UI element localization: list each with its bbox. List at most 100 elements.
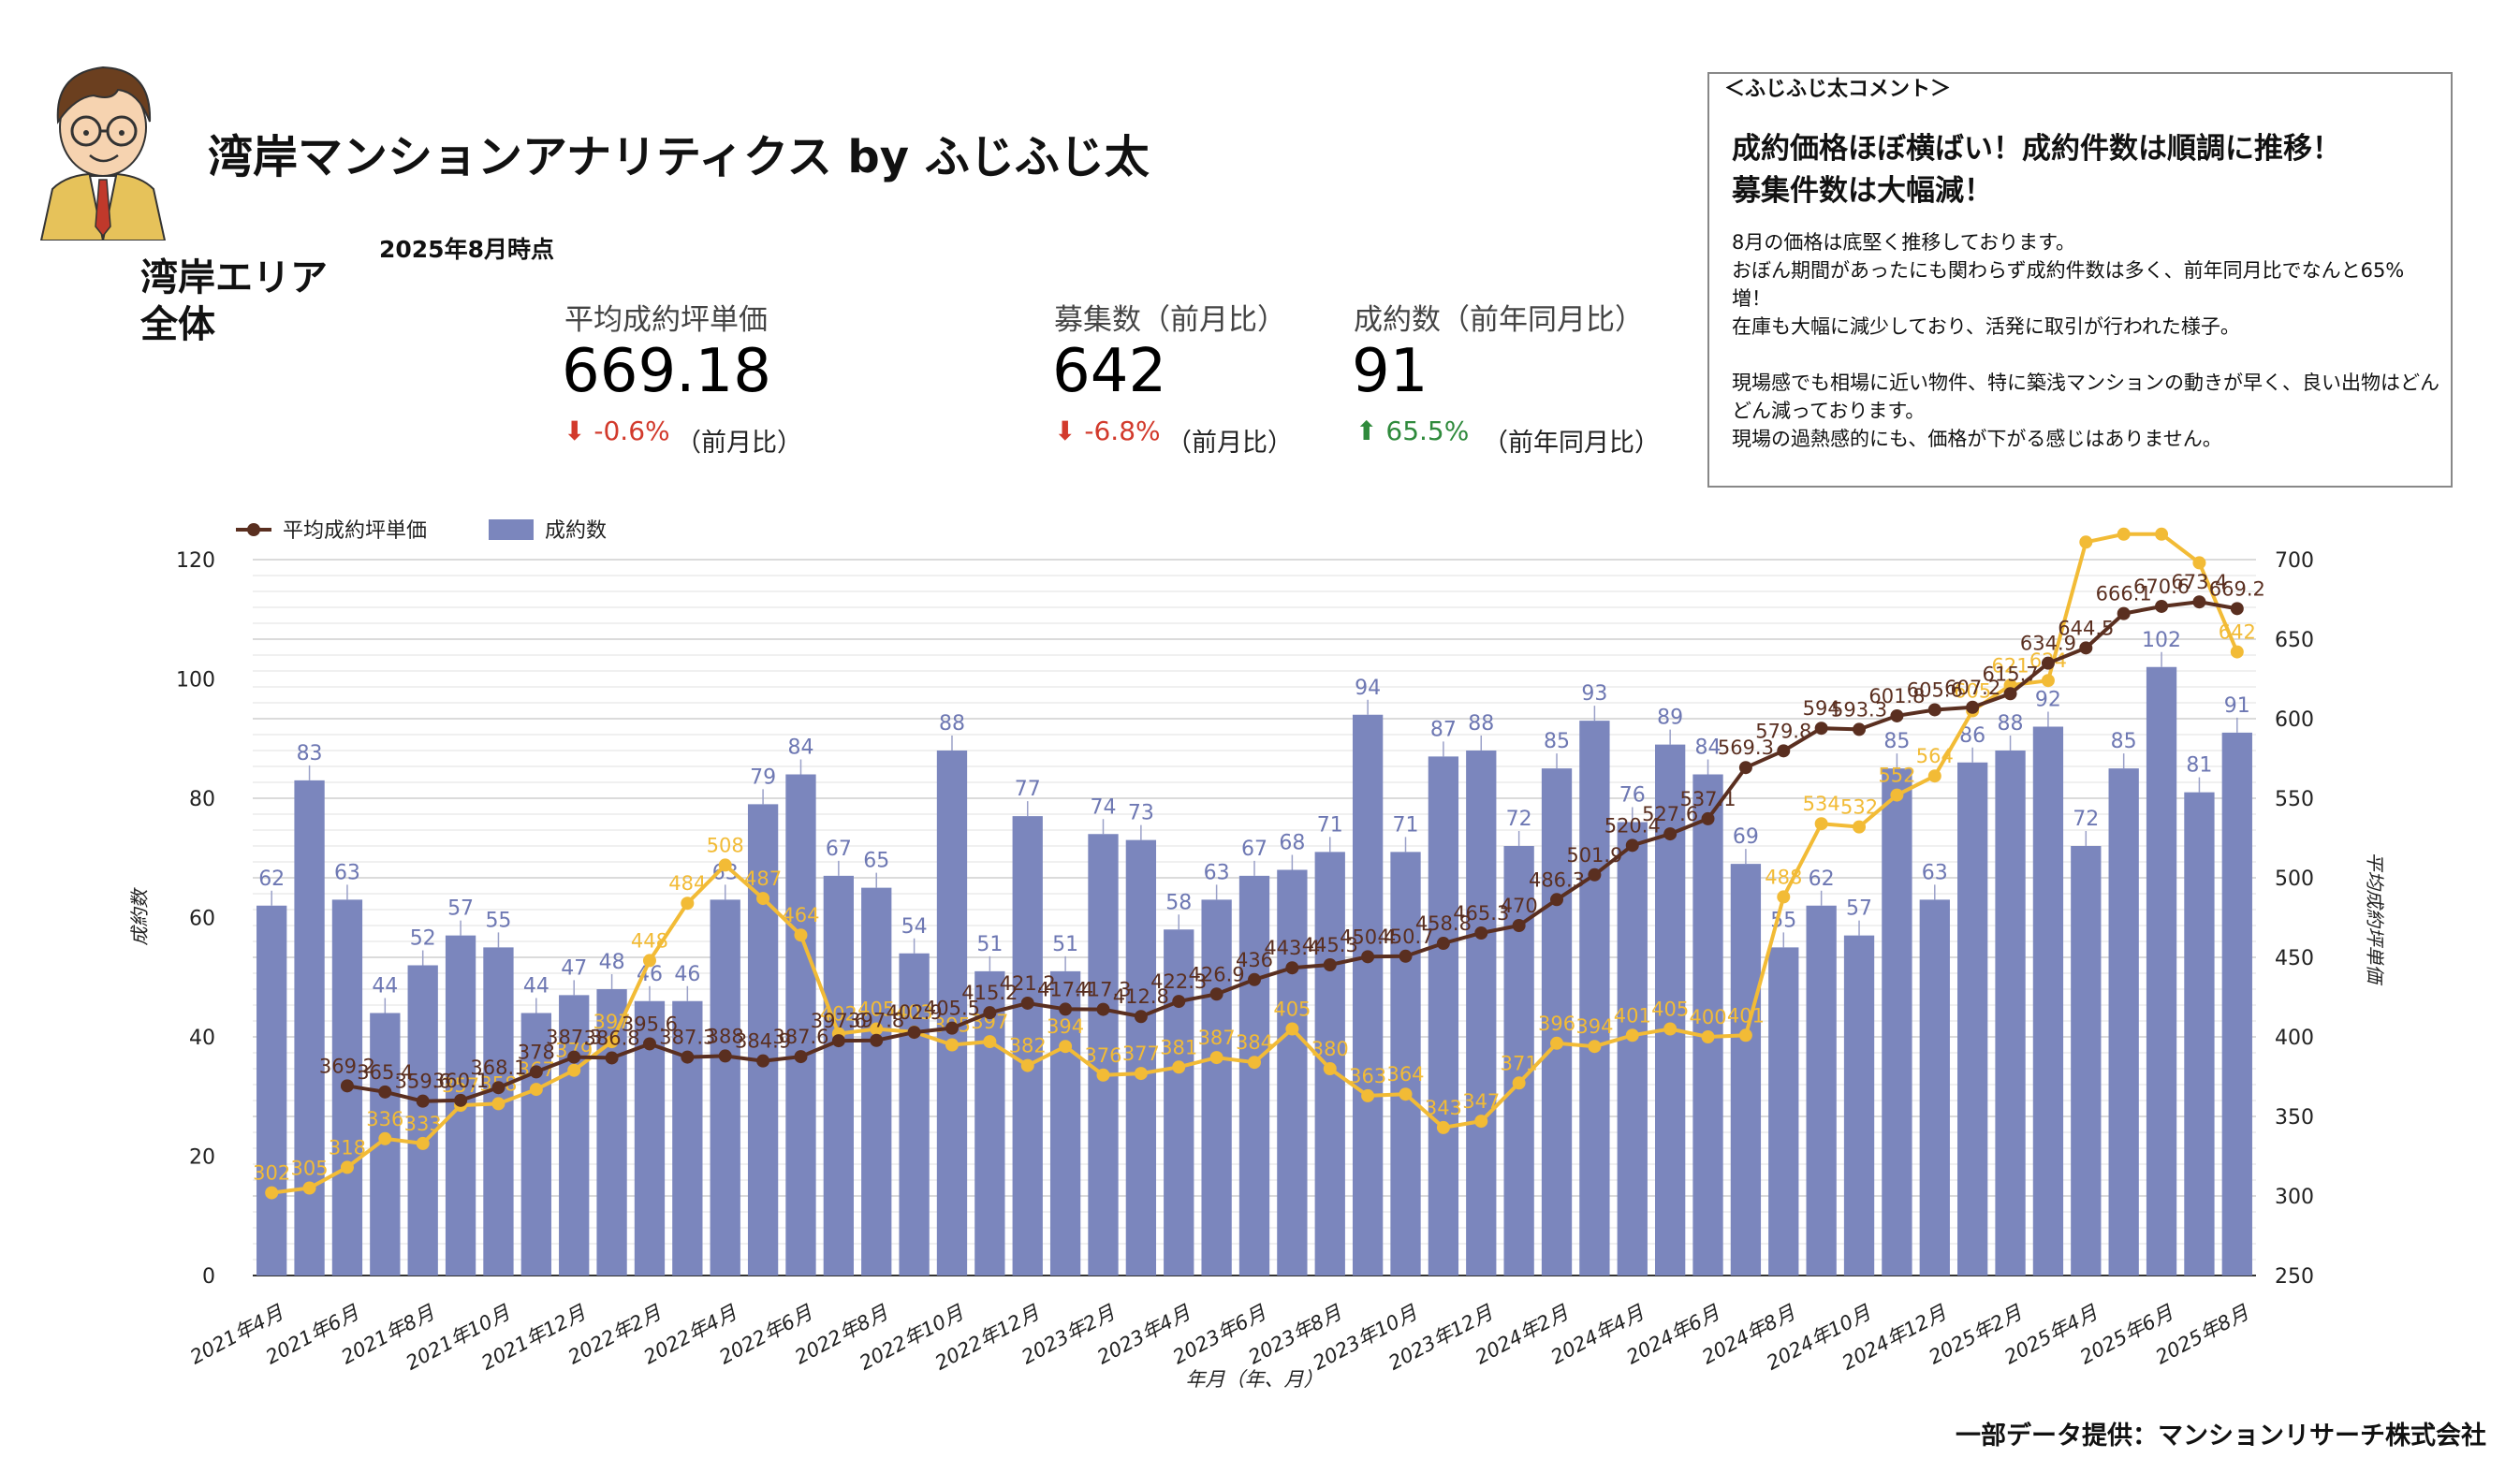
listing-data-label: 357 [442, 1074, 479, 1097]
bar [559, 995, 590, 1276]
price-point [1814, 722, 1828, 736]
bar [1730, 864, 1762, 1276]
listing-point [340, 1160, 354, 1174]
bar [1164, 929, 1194, 1276]
bar-data-label: 67 [826, 838, 852, 861]
price-data-label: 443.4 [1264, 937, 1320, 959]
listing-point [2041, 674, 2055, 688]
bar-data-label: 76 [1619, 784, 1646, 808]
price-data-label: 470 [1501, 895, 1538, 917]
comment-paragraph: 現場感でも相場に近い物件、特に築浅マンションの動きが早く、良い出物はどんどん減っ… [1732, 372, 2439, 450]
price-data-label: 421.2 [1000, 972, 1056, 995]
price-point [340, 1079, 354, 1093]
listing-point [1663, 1022, 1678, 1036]
price-data-label: 450.4 [1340, 926, 1396, 948]
y-right-tick-label: 350 [2275, 1106, 2314, 1130]
bar-data-label: 72 [1506, 808, 1532, 831]
listing-point [2155, 527, 2169, 541]
y-right-tick-label: 600 [2275, 708, 2314, 732]
bar-data-label: 84 [1695, 736, 1722, 760]
bar-data-label: 81 [2186, 754, 2212, 778]
price-point [1701, 811, 1715, 825]
price-data-label: 386.8 [584, 1027, 640, 1049]
price-point [1361, 950, 1375, 964]
comment-header: ＜ふじふじ太コメント＞ [1724, 78, 1952, 101]
listing-data-label: 484 [668, 872, 706, 895]
listing-point [1399, 1087, 1413, 1101]
bar-data-label: 102 [2142, 629, 2181, 652]
price-data-label: 501.9 [1566, 844, 1622, 867]
price-point [1399, 949, 1413, 963]
listing-point [1209, 1051, 1223, 1065]
listing-point [1777, 890, 1791, 904]
bar [1843, 935, 1875, 1276]
kpi-listings-label: 募集数（前月比） [1054, 303, 1286, 337]
price-data-label: 384.9 [735, 1030, 791, 1053]
listing-data-label: 381 [1160, 1036, 1197, 1058]
kpi-contracts-value: 91 [1352, 337, 1428, 406]
price-data-label: 670.6 [2133, 576, 2190, 598]
listing-point [1172, 1060, 1186, 1074]
comment-body: 8月の価格は底堅く推移しております。 おぼん期間があったにも関わらず成約件数は多… [1732, 228, 2443, 453]
listing-point [1853, 820, 1867, 834]
price-data-label: 666.1 [2096, 583, 2152, 605]
listing-point [2117, 527, 2131, 541]
y-right-tick-label: 550 [2275, 788, 2314, 811]
price-point [378, 1085, 392, 1099]
price-point [1172, 995, 1186, 1009]
bar-data-label: 47 [561, 956, 587, 980]
kpi-listings-change: ⬇ -6.8% [1054, 416, 1161, 446]
listing-data-label: 564 [1916, 745, 1954, 767]
bar-data-label: 72 [2073, 808, 2099, 831]
price-data-label: 378 [518, 1041, 555, 1063]
price-point [2079, 641, 2093, 655]
listing-data-label: 364 [1386, 1063, 1424, 1086]
price-data-label: 615.7 [1982, 663, 2038, 685]
bar [294, 780, 325, 1276]
bar-data-label: 73 [1128, 802, 1154, 825]
price-point [681, 1050, 695, 1064]
listing-point [2079, 535, 2093, 549]
price-point [1550, 893, 1564, 907]
price-data-label: 402.9 [886, 1001, 943, 1024]
bar-data-label: 48 [599, 951, 625, 974]
y-left-tick-label: 60 [189, 908, 215, 931]
price-data-label: 387.3 [659, 1027, 715, 1049]
price-point [454, 1093, 468, 1107]
price-point [1588, 868, 1602, 882]
legend-bar-swatch [489, 519, 534, 540]
bar-data-label: 68 [1279, 832, 1305, 855]
bar-data-label: 52 [410, 927, 436, 951]
price-data-label: 365.4 [357, 1061, 413, 1084]
listing-point [756, 892, 770, 906]
price-data-label: 607.2 [1944, 677, 2000, 699]
price-data-label: 417.4 [1037, 978, 1093, 1000]
listing-point [1512, 1076, 1526, 1090]
bar-data-label: 88 [1468, 712, 1494, 736]
bar [785, 774, 816, 1276]
listing-point [983, 1035, 997, 1049]
bar [2032, 726, 2064, 1276]
price-data-label: 426.9 [1189, 963, 1245, 985]
price-point [1966, 700, 1980, 714]
price-data-label: 368.1 [470, 1057, 526, 1079]
y-right-tick-label: 250 [2275, 1265, 2314, 1289]
bar-data-label: 85 [1883, 730, 1910, 753]
listing-data-label: 336 [366, 1108, 403, 1130]
price-point [794, 1050, 808, 1064]
listing-data-label: 401 [1614, 1004, 1651, 1027]
price-data-label: 412.8 [1113, 985, 1169, 1008]
area-name: 湾岸エリア 全体 [140, 256, 328, 346]
price-point [1209, 987, 1223, 1001]
bar [407, 965, 438, 1276]
y-right-tick-label: 450 [2275, 947, 2314, 970]
listing-data-label: 387 [1198, 1027, 1236, 1049]
bar [936, 751, 968, 1276]
listing-data-label: 488 [1765, 866, 1802, 888]
legend-price-marker [247, 523, 260, 536]
price-point [642, 1037, 656, 1051]
price-data-label: 458.8 [1415, 912, 1472, 935]
price-point [1890, 708, 1904, 722]
bar [1390, 852, 1421, 1276]
price-point [2041, 656, 2055, 670]
